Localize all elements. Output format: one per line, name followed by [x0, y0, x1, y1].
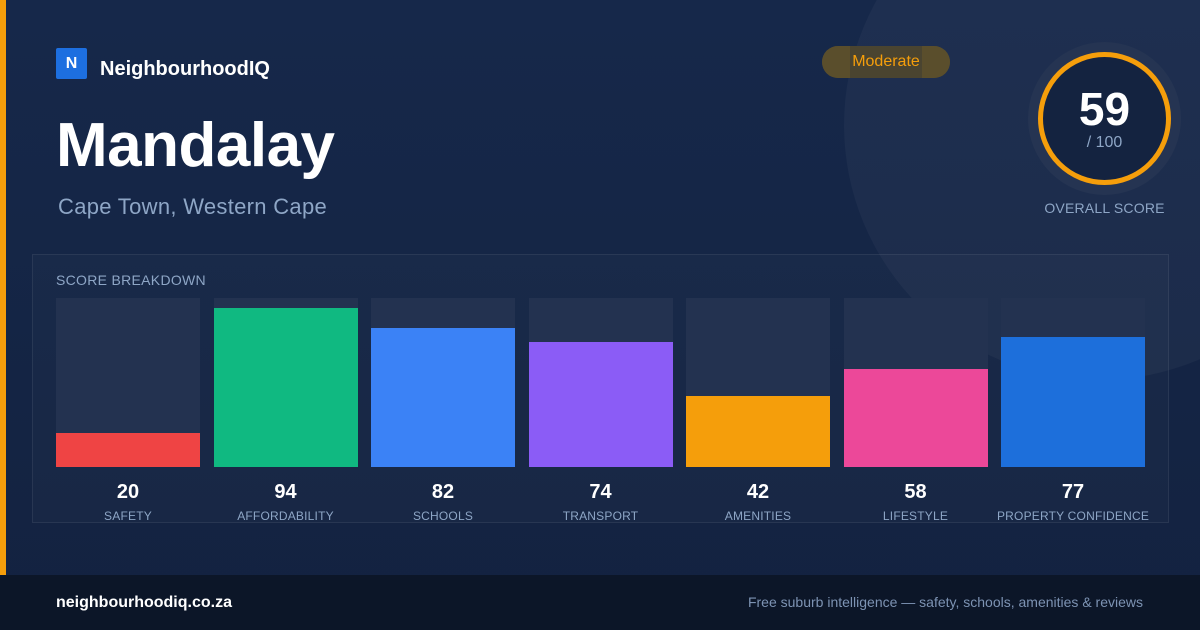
bar-track: [56, 298, 200, 467]
score-bars: 20 SAFETY 94 AFFORDABILITY 82 SCHOOLS 74 TRANSP…: [56, 298, 1149, 523]
bar-label: SCHOOLS: [412, 509, 474, 523]
bar-value: 94: [274, 481, 297, 503]
brand-logo-icon: N: [56, 48, 87, 79]
bar-label: LIFESTYLE: [882, 509, 949, 523]
bar-track: [528, 298, 673, 467]
bar-fill: [213, 308, 358, 467]
footer: neighbourhoodiq.co.za Free suburb intell…: [0, 575, 1200, 630]
bar-track: [686, 298, 830, 467]
bar-track: [371, 298, 515, 467]
footer-tagline: Free suburb intelligence — safety, schoo…: [747, 594, 1143, 610]
overall-score-label: OVERALL SCORE: [1044, 200, 1165, 216]
bar-value: 42: [746, 481, 770, 503]
footer-url: neighbourhoodiq.co.za: [56, 594, 232, 611]
bar-fill: [56, 433, 200, 467]
rating-badge-label: Moderate: [852, 53, 920, 70]
bar-affordability: 94 AFFORDABILITY: [213, 298, 358, 523]
bar-track: [843, 298, 988, 467]
bar-label: AFFORDABILITY: [237, 509, 334, 523]
bar-value: 74: [589, 481, 612, 503]
bar-lifestyle: 58 LIFESTYLE: [843, 298, 988, 523]
brand: N NeighbourhoodIQ: [56, 46, 270, 81]
score-breakdown-title: SCORE BREAKDOWN: [56, 272, 206, 288]
bar-track: [1001, 298, 1145, 467]
bar-value: 77: [1061, 481, 1085, 503]
bar-value: 58: [904, 481, 927, 503]
bar-schools: 82 SCHOOLS: [371, 298, 515, 523]
overall-score-max: / 100: [1086, 133, 1123, 151]
bar-label: PROPERTY CONFIDENCE: [996, 509, 1150, 523]
overall-score-ring: 59 / 100: [1028, 42, 1181, 195]
rating-badge: Moderate: [822, 46, 950, 78]
accent-bar: [0, 0, 6, 575]
bar-fill: [686, 396, 830, 467]
bar-property-confidence: 77 PROPERTY CONFIDENCE: [997, 298, 1149, 523]
bar-track: [213, 298, 358, 467]
bar-value: 20: [116, 481, 140, 503]
bar-amenities: 42 AMENITIES: [686, 298, 830, 523]
bar-fill: [528, 341, 673, 467]
bar-label: TRANSPORT: [562, 509, 639, 523]
bar-fill: [843, 368, 988, 467]
suburb-location: Cape Town, Western Cape: [58, 194, 328, 219]
brand-name: NeighbourhoodIQ: [100, 58, 270, 80]
suburb-title: Mandalay: [56, 111, 335, 180]
overall-score-value: 59: [1078, 82, 1131, 135]
bar-fill: [1001, 336, 1145, 467]
bar-fill: [371, 328, 515, 467]
bar-label: AMENITIES: [724, 509, 792, 523]
bar-safety: 20 SAFETY: [56, 298, 200, 523]
bar-value: 82: [431, 481, 455, 503]
bar-label: SAFETY: [104, 509, 152, 523]
overall-score-inner: 59 / 100: [1038, 52, 1171, 185]
score-breakdown-panel: SCORE BREAKDOWN 20 SAFETY 94 AFFORDABILITY 8…: [32, 254, 1169, 523]
bar-transport: 74 TRANSPORT: [528, 298, 673, 523]
